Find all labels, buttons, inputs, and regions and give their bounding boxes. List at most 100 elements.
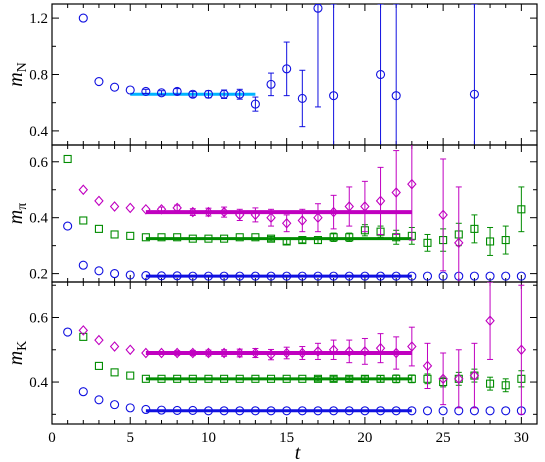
marker-circle	[172, 405, 182, 415]
marker-circle	[329, 91, 339, 101]
data-point	[517, 186, 526, 233]
y-tick-label: 1.2	[29, 11, 48, 27]
marker-square	[157, 233, 166, 242]
marker-square	[110, 368, 119, 377]
marker-circle	[422, 406, 433, 416]
data-point	[235, 88, 245, 100]
data-point	[501, 406, 511, 416]
marker-square	[126, 371, 135, 380]
data-point	[78, 13, 88, 23]
marker-square	[298, 374, 307, 383]
data-point	[391, 150, 401, 235]
marker-diamond	[375, 195, 386, 207]
data-point	[235, 271, 245, 281]
data-point	[438, 406, 448, 416]
marker-circle	[110, 400, 120, 410]
marker-diamond	[375, 342, 386, 354]
data-point	[94, 77, 104, 87]
data-point	[125, 202, 135, 214]
y-tick-label: 0.6	[29, 311, 48, 327]
marker-square	[94, 224, 103, 233]
data-point	[266, 374, 276, 383]
marker-circle	[391, 271, 401, 281]
data-point	[156, 271, 167, 281]
data-point	[188, 405, 198, 415]
marker-circle	[78, 13, 88, 23]
data-point	[281, 214, 292, 233]
data-point	[188, 374, 197, 383]
marker-square	[313, 236, 323, 245]
marker-square	[470, 224, 479, 233]
marker-circle	[422, 271, 433, 281]
data-point	[469, 4, 479, 145]
data-point	[266, 271, 276, 281]
marker-diamond	[407, 341, 417, 352]
marker-diamond	[156, 347, 167, 359]
marker-square	[376, 374, 385, 383]
data-point	[313, 236, 323, 245]
data-point	[63, 327, 73, 337]
data-point	[78, 387, 88, 397]
x-tick-label: 10	[201, 430, 216, 446]
data-point	[516, 284, 527, 415]
data-point	[329, 406, 339, 416]
data-point	[141, 233, 150, 242]
marker-circle	[360, 271, 370, 281]
marker-circle	[203, 89, 214, 99]
marker-circle	[438, 271, 448, 281]
data-point	[204, 234, 213, 243]
marker-circle	[250, 99, 260, 109]
data-point	[407, 145, 417, 241]
marker-diamond	[438, 373, 448, 385]
panel-2: 0.2 0.4 0.6 mπ	[5, 144, 538, 283]
data-point	[172, 202, 182, 214]
marker-diamond	[454, 373, 464, 385]
marker-diamond	[297, 215, 308, 226]
marker-circle	[235, 406, 245, 416]
data-point	[110, 269, 120, 279]
marker-square	[329, 374, 338, 383]
data-point	[391, 406, 401, 416]
data-point	[297, 69, 307, 128]
marker-circle	[125, 85, 135, 95]
data-point	[328, 339, 339, 360]
data-point	[94, 395, 104, 405]
marker-circle	[110, 82, 120, 92]
data-point	[282, 271, 292, 281]
marker-circle	[78, 260, 88, 270]
data-point	[329, 271, 339, 281]
y-axis-title: mN	[5, 62, 30, 87]
data-point	[172, 405, 182, 415]
marker-circle	[203, 271, 214, 281]
marker-circle	[329, 406, 339, 416]
data-point	[485, 282, 495, 360]
marker-square	[173, 374, 182, 383]
panel-data	[63, 145, 526, 282]
marker-circle	[297, 406, 307, 416]
data-point	[141, 404, 151, 415]
data-point	[204, 374, 213, 383]
data-point	[486, 376, 495, 391]
marker-diamond	[141, 347, 151, 359]
marker-square	[63, 154, 72, 164]
marker-diamond	[109, 201, 120, 212]
data-point	[188, 234, 197, 243]
data-point	[438, 271, 448, 281]
data-point	[141, 347, 151, 359]
data-point	[454, 186, 464, 282]
data-point	[438, 352, 448, 406]
data-point	[172, 86, 182, 96]
data-point	[454, 349, 464, 409]
data-point	[94, 195, 104, 207]
marker-diamond	[125, 202, 135, 214]
marker-diamond	[94, 334, 104, 346]
marker-diamond	[407, 178, 417, 190]
marker-diamond	[313, 346, 323, 357]
data-point	[203, 89, 214, 99]
marker-square	[188, 374, 197, 383]
marker-square	[266, 374, 276, 383]
data-point	[126, 371, 135, 380]
marker-circle	[78, 387, 88, 397]
marker-diamond	[328, 206, 339, 218]
data-point	[282, 406, 292, 416]
